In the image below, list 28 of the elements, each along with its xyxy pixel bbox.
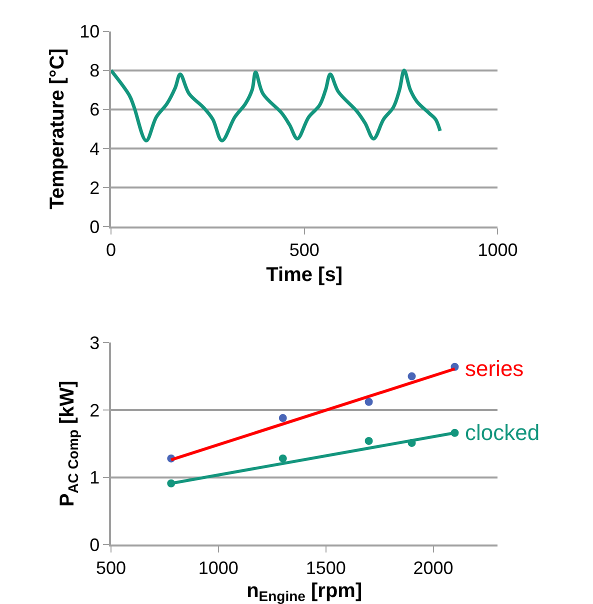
- y-tick-label: 4: [90, 138, 100, 159]
- y-tick-label: 6: [90, 100, 100, 120]
- point: [364, 398, 373, 406]
- point: [278, 414, 287, 422]
- x-tick-label: 1000: [198, 558, 238, 578]
- x-tick-label: 500: [289, 240, 320, 260]
- x-axis-title: n$_{Engine}$ [rpm]: [246, 580, 362, 604]
- x-axis-title: Time [s]: [266, 264, 343, 286]
- x-tick-label: 1500: [306, 558, 346, 578]
- y-tick-label: 0: [90, 534, 100, 555]
- x-tick-label: 2000: [413, 558, 454, 578]
- x-tick-label: 0: [106, 240, 116, 260]
- x-tick-label: 1000: [478, 240, 518, 260]
- y-tick-label: 1: [90, 468, 100, 488]
- x-tick-label: 500: [96, 558, 126, 578]
- series-label: series: [465, 356, 524, 381]
- y-tick-label: 3: [90, 332, 100, 353]
- point: [364, 436, 373, 445]
- y-axis-title: Temperature [°C]: [46, 48, 69, 210]
- line-series: [110, 68, 442, 142]
- y-tick-label: 2: [90, 178, 100, 198]
- y-tick-label: 10: [80, 22, 100, 42]
- y-tick-label: 0: [90, 216, 100, 237]
- y-tick-label: 2: [90, 400, 100, 420]
- series-label: clocked: [465, 420, 540, 445]
- point: [278, 454, 287, 462]
- point: [408, 372, 416, 380]
- y-tick-label: 8: [90, 60, 100, 81]
